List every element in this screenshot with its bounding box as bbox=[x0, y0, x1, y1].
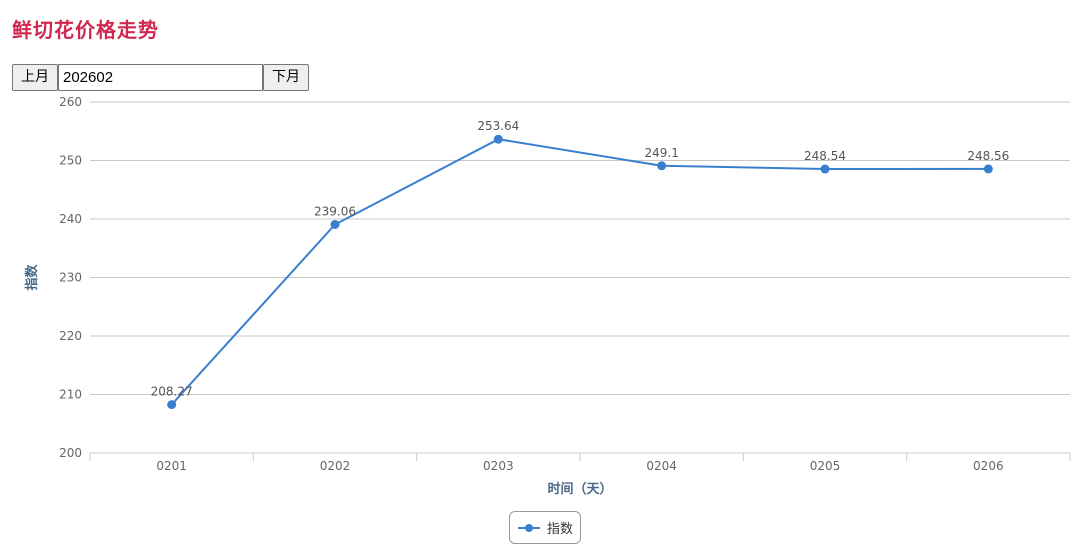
data-point[interactable] bbox=[330, 219, 340, 229]
y-tick-label: 200 bbox=[59, 446, 82, 460]
legend-line-marker-icon bbox=[517, 523, 540, 532]
x-tick-label: 0203 bbox=[483, 459, 514, 473]
legend-label: 指数 bbox=[546, 522, 573, 537]
data-label: 208.27 bbox=[151, 385, 193, 399]
data-label: 249.1 bbox=[644, 146, 678, 160]
y-axis: 200 210 220 230 240 250 260 bbox=[59, 95, 82, 460]
x-axis: 0201 0202 0203 0204 0205 0206 bbox=[89, 452, 1071, 473]
y-tick-label: 250 bbox=[59, 154, 82, 168]
x-tick-label: 0201 bbox=[156, 459, 187, 473]
page-title: 鲜切花价格走势 bbox=[12, 18, 159, 42]
y-axis-title: 指数 bbox=[24, 264, 40, 291]
y-tick-label: 260 bbox=[59, 95, 82, 109]
y-tick-label: 210 bbox=[59, 388, 82, 402]
grid-lines bbox=[90, 101, 1070, 395]
data-label: 253.64 bbox=[477, 119, 519, 133]
data-point[interactable] bbox=[657, 161, 667, 171]
series-line bbox=[170, 138, 989, 406]
series-index: 208.27 239.06 253.64 249.1 248.54 248.56 bbox=[151, 119, 1009, 410]
data-point[interactable] bbox=[983, 164, 993, 174]
x-tick-label: 0205 bbox=[810, 459, 841, 473]
data-label: 248.56 bbox=[967, 149, 1009, 163]
x-tick-label: 0206 bbox=[973, 459, 1004, 473]
month-controls: 上月 下月 bbox=[12, 64, 309, 91]
y-tick-label: 220 bbox=[59, 329, 82, 343]
data-point[interactable] bbox=[167, 400, 177, 410]
data-point[interactable] bbox=[493, 134, 503, 144]
data-point[interactable] bbox=[820, 164, 830, 174]
x-tick-label: 0202 bbox=[320, 459, 351, 473]
x-tick-label: 0204 bbox=[646, 459, 677, 473]
month-input[interactable] bbox=[58, 64, 263, 91]
next-month-button[interactable]: 下月 bbox=[263, 64, 309, 91]
data-label: 239.06 bbox=[314, 204, 356, 218]
data-label: 248.54 bbox=[804, 149, 846, 163]
prev-month-button[interactable]: 上月 bbox=[12, 64, 58, 91]
legend[interactable]: 指数 bbox=[509, 511, 581, 544]
y-tick-label: 240 bbox=[59, 212, 82, 226]
y-tick-label: 230 bbox=[59, 271, 82, 285]
x-axis-title: 时间（天） bbox=[547, 481, 612, 497]
